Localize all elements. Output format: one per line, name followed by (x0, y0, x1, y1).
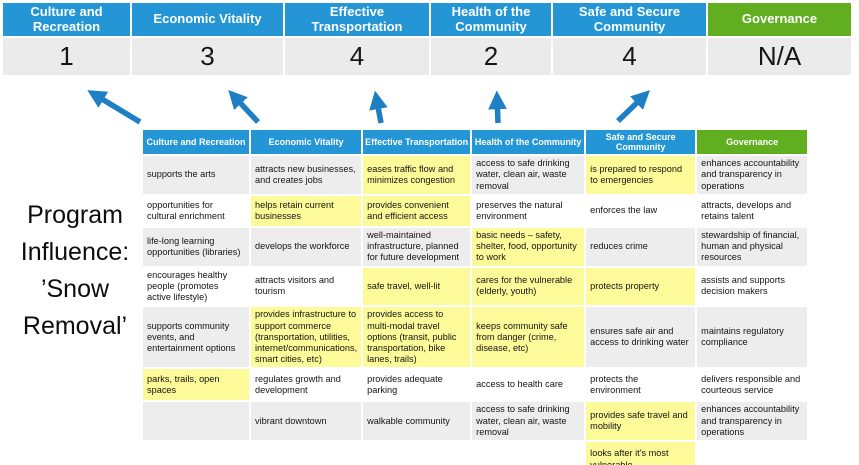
matrix-cell: opportunities for cultural enrichment (141, 194, 251, 228)
matrix-row: looks after it's most vulnerable (141, 440, 810, 465)
matrix-header-cell: Safe and Secure Community (584, 128, 698, 156)
matrix-cell: enhances accountability and transparency… (695, 154, 810, 196)
matrix-cell: access to safe drinking water, clean air… (470, 154, 587, 196)
up-arrow-transportation (369, 90, 388, 124)
matrix-cell: provides convenient and efficient access (361, 194, 473, 228)
matrix-cell: access to safe drinking water, clean air… (470, 400, 587, 443)
summary-score-cell: 4 (553, 38, 706, 75)
summary-score-cell: 1 (3, 38, 130, 75)
summary-score-cell: 3 (132, 38, 283, 75)
matrix-cell: stewardship of financial, human and phys… (695, 226, 810, 268)
matrix-cell (470, 440, 587, 465)
matrix-cell: vibrant downtown (248, 400, 364, 443)
matrix-cell: basic needs – safety, shelter, food, opp… (470, 226, 587, 268)
matrix-cell: well-maintained infrastructure, planned … (361, 226, 473, 268)
matrix-cell (141, 440, 251, 465)
matrix-row: life-long learning opportunities (librar… (141, 226, 810, 268)
program-label-line: Removal’ (22, 312, 128, 340)
program-label-line: ’Snow (40, 275, 110, 303)
matrix-cell: preserves the natural environment (470, 194, 587, 228)
summary-header-cell: Culture and Recreation (3, 3, 130, 36)
matrix-cell: ensures safe air and access to drinking … (584, 305, 698, 370)
matrix-cell: cares for the vulnerable (elderly, youth… (470, 265, 587, 308)
matrix-cell: attracts new businesses, and creates job… (248, 154, 364, 196)
summary-header-cell: Governance (708, 3, 851, 36)
matrix-cell (248, 440, 364, 465)
matrix-cell: walkable community (361, 400, 473, 443)
summary-score-cell: N/A (708, 38, 851, 75)
matrix-row: opportunities for cultural enrichment hel… (141, 194, 810, 228)
matrix-row: supports community events, and entertain… (141, 305, 810, 370)
matrix-cell (695, 440, 810, 465)
matrix-header-cell: Culture and Recreation (141, 128, 251, 156)
matrix-header-cell: Economic Vitality (248, 128, 364, 156)
matrix-cell: protects the environment (584, 367, 698, 403)
matrix-cell: provides infrastructure to support comme… (248, 305, 364, 370)
matrix-cell: life-long learning opportunities (librar… (141, 226, 251, 268)
matrix-cell: access to health care (470, 367, 587, 403)
matrix-cell: reduces crime (584, 226, 698, 268)
program-label-line: Program (27, 201, 123, 229)
matrix-cell: enhances accountability and transparency… (695, 400, 810, 443)
matrix-cell: keeps community safe from danger (crime,… (470, 305, 587, 370)
matrix-cell: supports community events, and entertain… (141, 305, 251, 370)
matrix-row: encourages healthy people (promotes acti… (141, 265, 810, 308)
matrix-row: vibrant downtown walkable community access… (141, 400, 810, 443)
matrix-cell: provides safe travel and mobility (584, 400, 698, 443)
matrix-header-row: Culture and Recreation Economic Vitality E… (141, 128, 810, 156)
matrix-header-cell: Health of the Community (470, 128, 587, 156)
up-arrow-economic (228, 89, 261, 124)
summary-header-cell: Health of the Community (431, 3, 551, 36)
summary-score-cell: 2 (431, 38, 551, 75)
program-label-line: Influence: (20, 238, 130, 266)
matrix-cell: develops the workforce (248, 226, 364, 268)
matrix-cell: enforces the law (584, 194, 698, 228)
matrix-header-cell: Governance (695, 128, 810, 156)
summary-header-cell: Effective Transportation (285, 3, 429, 36)
summary-header-cell: Safe and Secure Community (553, 3, 706, 36)
matrix-row: parks, trails, open spaces regulates grow… (141, 367, 810, 403)
matrix-row: supports the arts attracts new businesses… (141, 154, 810, 196)
matrix-cell: maintains regulatory compliance (695, 305, 810, 370)
matrix-cell: safe travel, well-lit (361, 265, 473, 308)
matrix-cell: helps retain current businesses (248, 194, 364, 228)
matrix-cell: is prepared to respond to emergencies (584, 154, 698, 196)
matrix-cell: provides access to multi-modal travel op… (361, 305, 473, 370)
matrix-cell: delivers responsible and courteous servi… (695, 367, 810, 403)
matrix-cell: encourages healthy people (promotes acti… (141, 265, 251, 308)
program-influence-label: Program Influence: ’Snow Removal’ (0, 197, 150, 345)
matrix-cell (141, 400, 251, 443)
matrix-cell: eases traffic flow and minimizes congest… (361, 154, 473, 196)
matrix-cell: looks after it's most vulnerable (584, 440, 698, 465)
up-arrow-health (488, 90, 507, 124)
up-arrow-culture (87, 90, 142, 125)
matrix-cell: attracts visitors and tourism (248, 265, 364, 308)
matrix-cell: attracts, develops and retains talent (695, 194, 810, 228)
matrix-header-cell: Effective Transportation (361, 128, 473, 156)
matrix-cell (361, 440, 473, 465)
summary-header-cell: Economic Vitality (132, 3, 283, 36)
matrix-cell: parks, trails, open spaces (141, 367, 251, 403)
matrix-cell: regulates growth and development (248, 367, 364, 403)
matrix-cell: provides adequate parking (361, 367, 473, 403)
matrix-cell: assists and supports decision makers (695, 265, 810, 308)
matrix-cell: protects property (584, 265, 698, 308)
summary-score-cell: 4 (285, 38, 429, 75)
matrix-cell: supports the arts (141, 154, 251, 196)
summary-scoreboard: Culture and Recreation Economic Vitality E… (3, 3, 851, 75)
influence-matrix: Culture and Recreation Economic Vitality E… (141, 128, 810, 465)
up-arrow-safe (616, 90, 650, 123)
